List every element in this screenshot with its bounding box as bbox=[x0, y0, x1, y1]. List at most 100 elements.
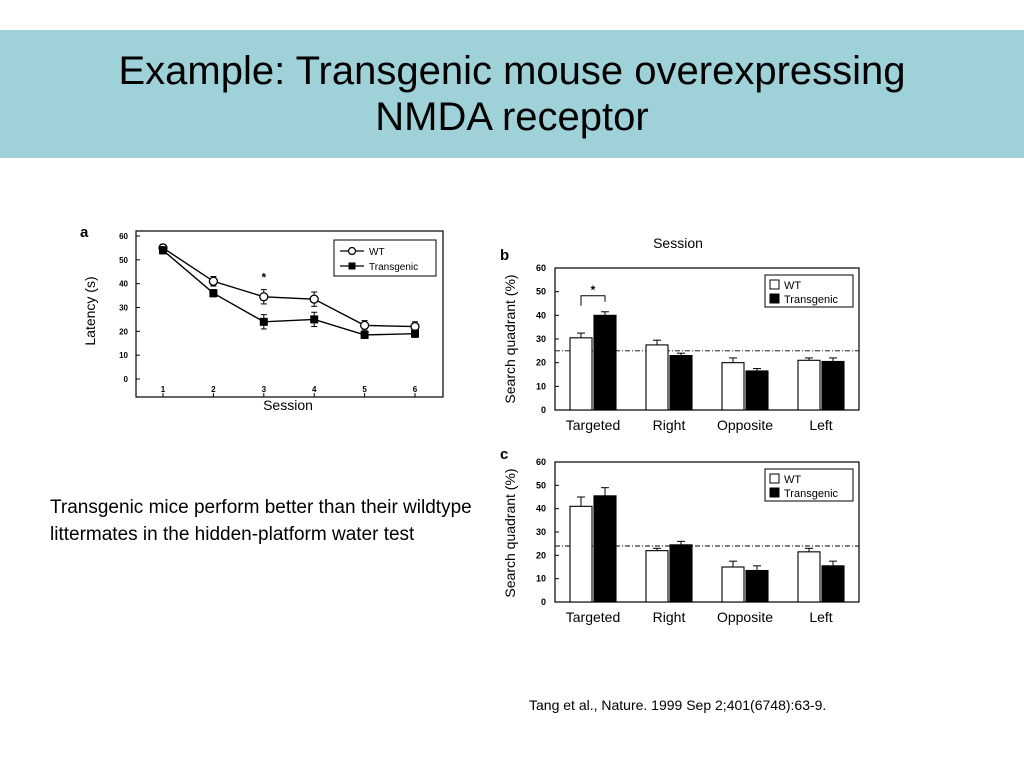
panel-b-bar-transgenic bbox=[593, 314, 617, 411]
panel-c-bar-wt bbox=[797, 551, 821, 603]
slide-caption: Transgenic mice perform better than thei… bbox=[50, 497, 472, 545]
panel-b-legend-swatch bbox=[769, 279, 780, 290]
panel-a-xlabel: Session bbox=[263, 397, 313, 413]
panel-c-bar-transgenic bbox=[745, 569, 769, 603]
panel-c-legend-label: WT bbox=[784, 474, 801, 486]
panel-a-ytick-label: 50 bbox=[119, 256, 128, 265]
panel-a-point-transgenic bbox=[360, 330, 369, 339]
panel-a-series-line-transgenic bbox=[162, 249, 416, 336]
panel-c-legend-label: Transgenic bbox=[784, 488, 839, 500]
citation-text: Tang et al., Nature. 1999 Sep 2;401(6748… bbox=[529, 697, 827, 713]
slide-title-band: Example: Transgenic mouse overexpressing… bbox=[0, 30, 1024, 158]
panel-b-ytick-label: 0 bbox=[541, 405, 546, 415]
panel-a-ytick-label: 10 bbox=[119, 351, 128, 360]
citation: Tang et al., Nature. 1999 Sep 2;401(6748… bbox=[529, 697, 826, 713]
panel-b-category-label: Targeted bbox=[566, 417, 620, 433]
panel-c-bar-wt bbox=[645, 550, 669, 603]
panel-c-bar-transgenic bbox=[669, 544, 693, 603]
panel-a-legend-label: Transgenic bbox=[369, 262, 418, 273]
panel-a-xtick-label: 1 bbox=[161, 385, 166, 394]
panel-b-category-label: Right bbox=[653, 417, 686, 433]
panel-b-bar-wt bbox=[721, 362, 745, 411]
panel-c-ytick-label: 50 bbox=[536, 480, 546, 490]
panel-a-ytick-label: 0 bbox=[124, 375, 129, 384]
panel-a-point-transgenic bbox=[310, 315, 319, 324]
panel-a-frame bbox=[135, 230, 444, 398]
panel-a-legend-marker-transgenic bbox=[348, 262, 356, 270]
panel-b-ytick-label: 50 bbox=[536, 287, 546, 297]
panel-a-latency-line-chart: a 0 10 20 30 40 50 60 1 2 3 4 5 6 * WT Transgenic Se… bbox=[80, 224, 444, 413]
panel-a-point-wt bbox=[359, 320, 370, 331]
panel-c-legend-box bbox=[764, 468, 854, 502]
panel-b-top-label: Session bbox=[653, 235, 703, 251]
panel-b-ytick-label: 10 bbox=[536, 381, 546, 391]
panel-c-category-label: Right bbox=[653, 609, 686, 625]
panel-c-ytick-label: 0 bbox=[541, 597, 546, 607]
panel-a-significance-star: * bbox=[261, 271, 266, 285]
panel-b-category-label: Left bbox=[809, 417, 832, 433]
panel-a-legend-label: WT bbox=[369, 247, 385, 258]
panel-b-bar-wt bbox=[645, 344, 669, 411]
panel-b-letter: b bbox=[500, 247, 509, 264]
panel-b-bar-wt bbox=[569, 337, 593, 411]
panel-a-xtick-label: 6 bbox=[413, 385, 418, 394]
panel-a-point-transgenic bbox=[411, 329, 419, 338]
panel-b-legend-box bbox=[764, 274, 854, 308]
panel-a-ylabel: Latency (s) bbox=[82, 276, 98, 345]
panel-a-point-wt bbox=[309, 294, 319, 304]
panel-a-ytick-label: 30 bbox=[119, 304, 128, 313]
panel-a-xtick-label: 4 bbox=[312, 385, 317, 394]
panel-a-xtick-label: 3 bbox=[262, 385, 267, 394]
panel-a-ytick-label: 60 bbox=[119, 232, 128, 241]
panel-b-legend-swatch bbox=[769, 293, 780, 304]
panel-c-legend-swatch bbox=[769, 473, 780, 484]
panel-c-bar-wt bbox=[569, 505, 593, 603]
panel-c-category-label: Targeted bbox=[566, 609, 620, 625]
panel-b-ytick-label: 20 bbox=[536, 358, 546, 368]
panel-c-category-label: Left bbox=[809, 609, 832, 625]
panel-b-search-quadrant-bar-chart: Session b 0 10 20 30 40 50 60 Targeted Right Opp… bbox=[500, 235, 860, 433]
panel-c-ylabel: Search quadrant (%) bbox=[502, 468, 518, 597]
panel-a-xtick-label: 5 bbox=[362, 385, 367, 394]
panel-c-bar-transgenic bbox=[821, 565, 845, 603]
panel-b-ytick-label: 30 bbox=[536, 334, 546, 344]
panel-b-bar-wt bbox=[797, 359, 821, 411]
panel-c-bar-transgenic bbox=[593, 495, 617, 603]
panel-a-letter: a bbox=[80, 224, 89, 241]
panel-c-ytick-label: 60 bbox=[536, 457, 546, 467]
panel-a-point-transgenic bbox=[259, 317, 268, 326]
panel-b-ytick-label: 40 bbox=[536, 310, 546, 320]
panel-a-series-line-wt bbox=[162, 247, 416, 328]
panel-a-legend-box bbox=[333, 239, 437, 277]
panel-b-significance-bracket bbox=[580, 295, 606, 306]
panel-a-legend-marker-wt bbox=[347, 246, 357, 256]
panel-b-ylabel: Search quadrant (%) bbox=[502, 274, 518, 403]
panel-b-category-label: Opposite bbox=[717, 417, 773, 433]
panel-c-ytick-label: 20 bbox=[536, 550, 546, 560]
panel-a-point-wt bbox=[410, 321, 420, 332]
panel-a-ytick-label: 40 bbox=[119, 280, 128, 289]
panel-c-search-quadrant-bar-chart: c 0 10 20 30 40 50 60 Targeted Right Opposite Lef… bbox=[500, 446, 860, 625]
panel-b-bar-transgenic bbox=[821, 360, 845, 411]
panel-c-ytick-label: 30 bbox=[536, 527, 546, 537]
panel-b-significance-star: * bbox=[591, 283, 596, 297]
panel-b-bar-transgenic bbox=[669, 355, 693, 411]
panel-b-ytick-label: 60 bbox=[536, 263, 546, 273]
panel-c-legend-swatch bbox=[769, 487, 780, 498]
panel-a-point-transgenic bbox=[159, 246, 167, 255]
panel-b-bar-transgenic bbox=[745, 370, 769, 411]
panel-b-legend-label: Transgenic bbox=[784, 294, 839, 306]
panel-c-ytick-label: 10 bbox=[536, 574, 546, 584]
slide-title-line-2: NMDA receptor bbox=[375, 95, 649, 139]
panel-c-category-label: Opposite bbox=[717, 609, 773, 625]
panel-c-ytick-label: 40 bbox=[536, 504, 546, 514]
panel-a-point-transgenic bbox=[209, 289, 218, 298]
panel-a-xtick-label: 2 bbox=[211, 385, 216, 394]
panel-b-legend-label: WT bbox=[784, 280, 801, 292]
panel-a-ytick-label: 20 bbox=[119, 327, 128, 336]
panel-c-letter: c bbox=[500, 446, 508, 463]
slide-title-line-1: Example: Transgenic mouse overexpressing bbox=[118, 49, 906, 93]
panel-a-point-wt bbox=[259, 292, 269, 302]
panel-c-bar-wt bbox=[721, 566, 745, 603]
panel-a-point-wt bbox=[208, 276, 219, 286]
